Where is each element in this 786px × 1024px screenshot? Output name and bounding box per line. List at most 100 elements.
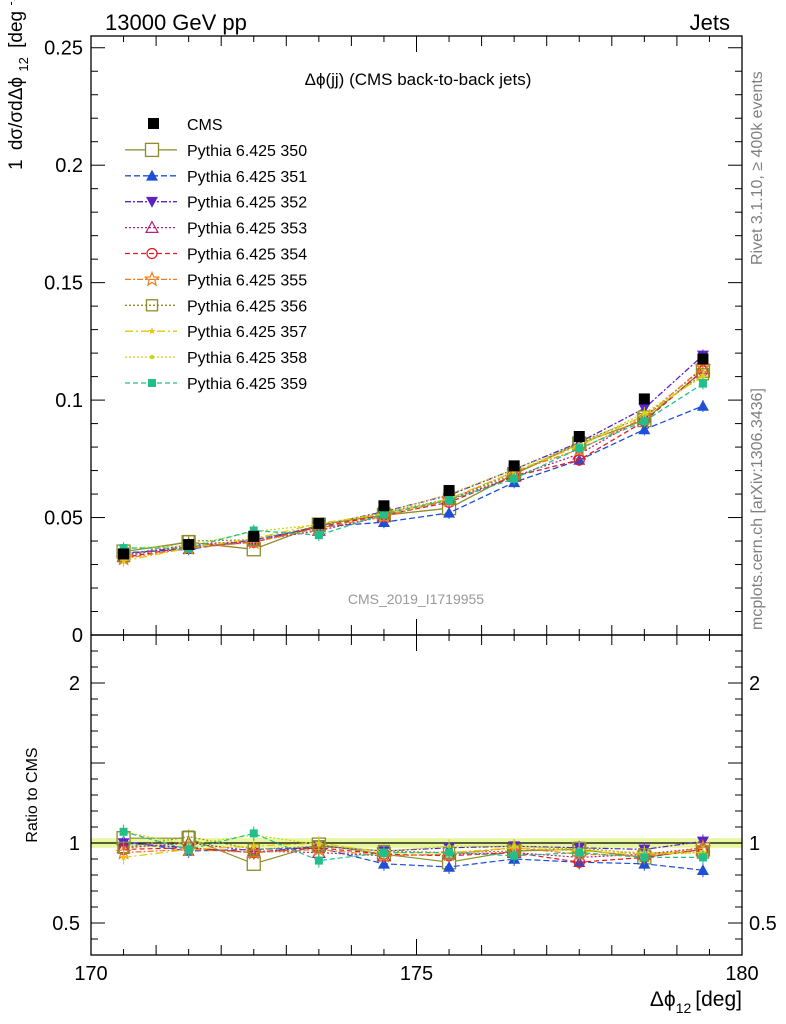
- ratio-line-2: [123, 840, 703, 871]
- legend-label-5: Pythia 6.425 354: [187, 247, 307, 264]
- ratio-y-axis-label: Ratio to CMS: [24, 747, 41, 842]
- mcplots-label: mcplots.cern.ch [arXiv:1306.3436]: [749, 388, 766, 630]
- ratio-point: [377, 857, 390, 869]
- ratio-point: [511, 844, 517, 849]
- ratio-y-tick-labels: 0.5 0.5 1 1 2 2: [52, 673, 777, 935]
- ratio-point: [119, 827, 128, 836]
- data-point: [573, 431, 585, 443]
- data-point: [638, 393, 650, 405]
- legend-marker-4: [144, 220, 160, 233]
- cms-data-points: [118, 353, 709, 560]
- series-line-9: [123, 376, 704, 549]
- ylabel-units: [deg: [6, 11, 27, 48]
- y-axis-label-text: 1 dσ/σdΔϕ 12 [deg -1 ]: [0, 0, 33, 170]
- legend-label-7: Pythia 6.425 356: [187, 298, 307, 315]
- ratio-point: [445, 848, 454, 857]
- main-y-axis-label: 1 dσ/σdΔϕ 12 [deg -1 ]: [0, 0, 33, 170]
- series-line-5: [123, 370, 704, 559]
- series-point: [642, 410, 647, 416]
- legend-label-4: Pythia 6.425 353: [187, 221, 307, 238]
- x-tick-label: 180: [725, 963, 758, 985]
- series-point: [314, 531, 323, 540]
- ratio-y-tick-label-right: 1: [749, 833, 760, 855]
- ratio-line-8: [123, 842, 703, 858]
- main-y-tick-label: 0: [72, 625, 83, 647]
- data-point: [378, 500, 390, 512]
- data-point: [443, 485, 455, 497]
- series-point: [698, 379, 707, 388]
- series-point: [640, 417, 649, 426]
- ratio-point: [316, 842, 322, 847]
- ratio-y-tick-label-left: 0.5: [52, 913, 80, 935]
- ratio-line-5: [123, 847, 703, 863]
- legend-label-3: Pythia 6.425 352: [187, 195, 307, 212]
- category-label: Jets: [690, 10, 730, 35]
- ratio-y-tick-label-left: 1: [69, 833, 80, 855]
- ratio-y-tick-label-right: 2: [749, 673, 760, 695]
- legend-marker-9: [149, 354, 155, 360]
- xlabel-phi: Δϕ: [650, 988, 676, 1011]
- legend-marker-6: [143, 270, 161, 287]
- main-y-tick-labels: 0 0.05 0.1 0.15 0.2 0.25: [44, 38, 83, 647]
- series-point: [638, 423, 651, 435]
- legend-label-cms: CMS: [187, 117, 223, 134]
- chart-title: Δϕ(jj) (CMS back-to-back jets): [305, 70, 532, 89]
- data-point: [118, 548, 130, 560]
- series-line-7: [123, 373, 704, 557]
- series-line-8: [123, 374, 704, 562]
- ratio-y-tick-label-left: 2: [69, 673, 80, 695]
- ratio-frame: [90, 634, 743, 956]
- series-point: [249, 526, 258, 535]
- ylabel-superscript: -1: [3, 0, 18, 6]
- main-y-tick-label: 0.05: [44, 508, 83, 530]
- xlabel-units: [deg]: [695, 988, 742, 1011]
- ratio-panel: 0.5 0.5 1 1 2 2 170 175 180 Ratio to CMS Δϕ12 [d…: [24, 634, 777, 1016]
- ylabel-subscript: 12: [16, 57, 31, 71]
- data-point: [508, 460, 520, 472]
- ylabel-ratio: dσ/σdΔϕ: [6, 77, 27, 150]
- legend-marker-1: [144, 142, 160, 158]
- series-point: [119, 557, 128, 565]
- ratio-point: [249, 842, 258, 850]
- ratio-y-tick-label-right: 0.5: [749, 913, 777, 935]
- x-axis-label: Δϕ12 [deg]: [650, 988, 742, 1016]
- legend-marker-2: [146, 169, 158, 181]
- legend-label-9: Pythia 6.425 358: [187, 350, 307, 367]
- main-y-tick-label: 0.15: [44, 273, 83, 295]
- legend-label-8: Pythia 6.425 357: [187, 324, 307, 341]
- data-point: [697, 353, 709, 365]
- ratio-point: [640, 853, 649, 862]
- ratio-point: [184, 845, 193, 854]
- ratio-point: [696, 864, 709, 875]
- legend-marker-10: [148, 379, 156, 387]
- legend-marker-5: [146, 247, 158, 260]
- ratio-point: [575, 848, 584, 857]
- series-point: [510, 474, 519, 483]
- legend-marker-8: [148, 327, 156, 335]
- ratio-point: [379, 848, 388, 857]
- ratio-point: [510, 851, 519, 860]
- legend-label-10: Pythia 6.425 359: [187, 376, 307, 393]
- main-ticks: [90, 36, 743, 636]
- legend-marker-cms: [148, 118, 159, 129]
- x-tick-labels: 170 175 180: [74, 963, 758, 985]
- ratio-point: [249, 829, 258, 838]
- series-line-6: [123, 366, 704, 560]
- series-line-4: [123, 367, 704, 557]
- legend: CMS Pythia 6.425 350 Pythia 6.425 351 Pythi…: [125, 117, 307, 393]
- x-tick-label: 170: [74, 963, 107, 985]
- energy-label: 13000 GeV pp: [105, 10, 247, 35]
- legend-marker-3: [146, 196, 158, 208]
- series-line-1: [123, 370, 704, 553]
- legend-label-2: Pythia 6.425 351: [187, 169, 307, 186]
- legend-label-1: Pythia 6.425 350: [187, 143, 307, 160]
- legend-label-6: Pythia 6.425 355: [187, 272, 307, 289]
- ratio-point: [119, 853, 128, 861]
- x-tick-label: 175: [400, 963, 433, 985]
- main-y-tick-label: 0.2: [55, 155, 83, 177]
- ratio-line-10: [123, 831, 703, 862]
- series-point: [700, 374, 706, 379]
- series-point: [575, 444, 584, 453]
- data-point: [183, 539, 195, 551]
- series-point: [696, 399, 709, 411]
